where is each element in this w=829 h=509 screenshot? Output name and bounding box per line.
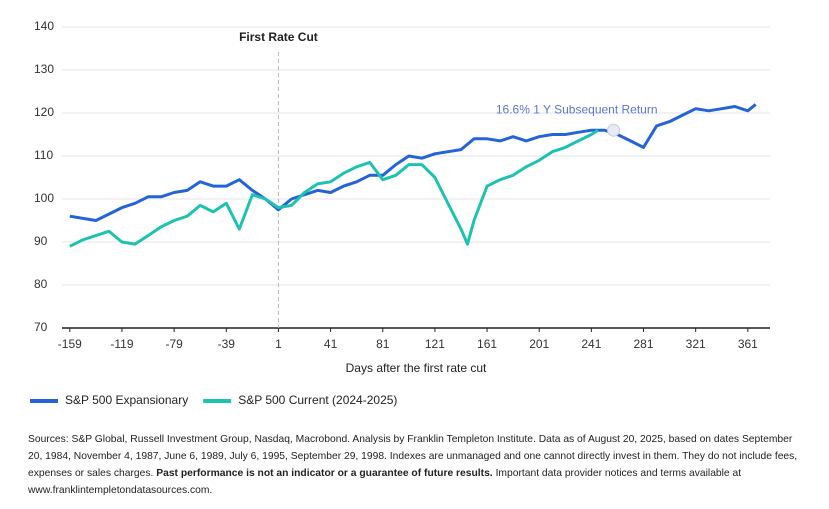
x-tick-label: 201 [529,337,549,351]
x-tick-label: 121 [425,337,445,351]
footnote-after: Important data provider notices and term… [28,468,742,496]
annotation-marker [607,123,621,137]
footnote-text: Sources: S&P Global, Russell Investment … [28,434,798,479]
legend-label: S&P 500 Expansionary [65,393,188,407]
x-tick-label: -159 [58,337,82,351]
annotation-text: 16.6% 1 Y Subsequent Return [496,102,658,116]
y-tick-label: 140 [34,19,54,33]
x-axis-label: Days after the first rate cut [346,361,487,375]
y-tick-label: 130 [34,62,54,76]
x-tick-label: 1 [275,337,282,351]
x-tick-label: 81 [376,337,390,351]
y-tick-label: 100 [34,191,54,205]
x-tick-label: -79 [165,337,183,351]
y-tick-label: 120 [34,105,54,119]
x-tick-label: 281 [634,337,654,351]
line [69,128,599,248]
y-tick-label: 110 [34,148,53,162]
x-tick-label: -119 [110,337,133,351]
x-tick-label: 41 [324,337,338,351]
line [69,103,757,222]
x-tick-label: 161 [477,337,497,351]
event-label: First Rate Cut [239,30,318,44]
chart: 70 80 90 100 110 120 130 140 -159 -119 -79 -39 1 41 81… [30,19,770,407]
footnote-bold: Past performance is not an indicator or … [156,468,493,479]
footnote: Sources: S&P Global, Russell Investment … [28,431,803,499]
x-tick-label: 241 [581,337,601,351]
x-tick-label: 361 [738,337,758,351]
y-tick-label: 70 [34,320,48,334]
x-tick-label: -39 [218,337,236,351]
y-tick-label: 90 [34,234,48,248]
y-tick-label: 80 [34,277,48,291]
x-tick-label: 321 [686,337,706,351]
legend-label: S&P 500 Current (2024-2025) [238,393,397,407]
